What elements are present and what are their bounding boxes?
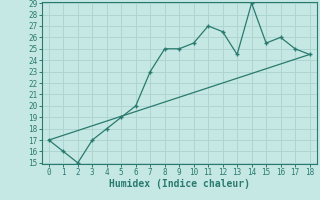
X-axis label: Humidex (Indice chaleur): Humidex (Indice chaleur): [109, 179, 250, 189]
